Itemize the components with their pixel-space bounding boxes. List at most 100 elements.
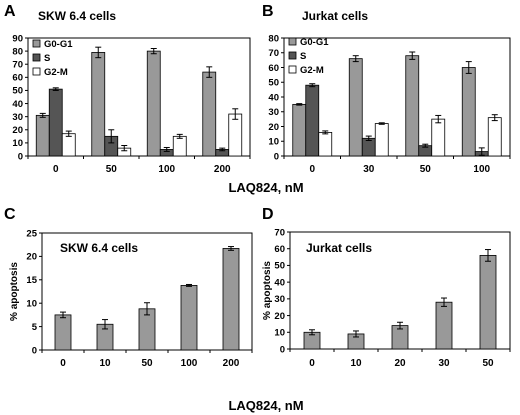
chart-panel-c: C 0 5 10 15 20 25 0 10 50 100 200 SKW 6.4 cells % apo… <box>4 206 253 369</box>
x-tick-label: 100 <box>181 358 198 369</box>
bar-g2-m <box>487 117 502 157</box>
chart-title: Jurkat cells <box>302 9 368 23</box>
y-tick-label: 40 <box>274 277 285 288</box>
bar-g0-g1 <box>405 55 420 157</box>
y-tick-label: 30 <box>268 107 279 118</box>
x-tick-label: 30 <box>438 358 450 369</box>
y-tick-label: 10 <box>12 138 23 149</box>
shared-xlabel-top: LAQ824, nM <box>228 180 303 195</box>
bar-s <box>48 88 63 157</box>
x-tick-label: 200 <box>223 358 240 369</box>
chart-title: SKW 6.4 cells <box>60 241 138 255</box>
y-tick-label: 25 <box>26 228 37 239</box>
y-tick-label: 70 <box>274 227 285 238</box>
x-tick-label: 50 <box>482 358 494 369</box>
bar <box>180 285 198 351</box>
legend-swatch <box>288 51 297 60</box>
legend: G0-G1 S G2-M <box>32 39 73 78</box>
bar-g0-g1 <box>91 52 106 157</box>
x-tick-label: 100 <box>158 164 175 175</box>
shared-xlabel-bottom: LAQ824, nM <box>228 398 303 413</box>
y-tick-label: 0 <box>32 345 37 356</box>
y-tick-label: 30 <box>12 112 23 123</box>
bar-g2-m <box>172 135 187 157</box>
x-tick-label: 50 <box>420 164 432 175</box>
y-tick-label: 20 <box>12 125 23 136</box>
y-tick-label: 30 <box>274 294 285 305</box>
y-tick-label: 40 <box>268 92 279 103</box>
y-tick-label: 5 <box>32 322 38 333</box>
y-tick-label: 20 <box>268 122 279 133</box>
chart-panel-b: B 0 10 20 30 40 50 60 70 80 0 30 50 100 Jurkat cells G0… <box>262 3 511 175</box>
panel-label: B <box>262 3 274 20</box>
legend-entry: S <box>300 51 306 62</box>
bar-g2-m <box>228 113 243 157</box>
y-tick-label: 10 <box>268 137 279 148</box>
bar-g0-g1 <box>292 103 307 157</box>
bar-g0-g1 <box>35 114 50 157</box>
bar-s <box>305 84 320 157</box>
y-tick-label: 0 <box>274 151 279 162</box>
x-tick-label: 200 <box>214 164 231 175</box>
panel-label: A <box>4 3 16 20</box>
y-tick-label: 20 <box>26 252 37 263</box>
legend: G0-G1 S G2-M <box>288 37 329 76</box>
legend-swatch <box>32 39 41 48</box>
y-tick-label: 60 <box>12 73 23 84</box>
legend-entry: G0-G1 <box>44 39 73 50</box>
x-tick-label: 0 <box>60 358 66 369</box>
x-tick-label: 0 <box>309 358 315 369</box>
y-tick-label: 50 <box>268 78 279 89</box>
x-tick-label: 100 <box>473 164 490 175</box>
legend-swatch <box>288 37 297 46</box>
bar-g0-g1 <box>202 71 217 157</box>
x-tick-label: 30 <box>363 164 375 175</box>
y-axis-label: % apoptosis <box>9 262 20 321</box>
x-tick-label: 10 <box>99 358 111 369</box>
y-tick-label: 50 <box>12 86 23 97</box>
y-tick-label: 10 <box>26 299 37 310</box>
panel-label: C <box>4 206 16 223</box>
legend-swatch <box>288 65 297 74</box>
legend-entry: S <box>44 53 50 64</box>
y-tick-label: 70 <box>12 60 23 71</box>
bar-g0-g1 <box>461 67 476 157</box>
bar <box>54 314 72 351</box>
y-tick-label: 50 <box>274 261 285 272</box>
chart-panel-d: D 0 10 20 30 40 50 60 70 0 10 20 30 50 Jurkat cells % a… <box>262 206 511 369</box>
chart-title: Jurkat cells <box>306 241 372 255</box>
y-tick-label: 60 <box>268 63 279 74</box>
bar <box>222 248 240 351</box>
y-tick-label: 80 <box>268 33 279 44</box>
x-tick-label: 0 <box>53 164 59 175</box>
y-tick-label: 90 <box>12 33 23 44</box>
legend-entry: G2-M <box>300 65 324 76</box>
bar-g2-m <box>431 118 446 157</box>
chart-title: SKW 6.4 cells <box>38 9 116 23</box>
x-tick-label: 0 <box>309 164 315 175</box>
y-tick-label: 0 <box>280 344 285 355</box>
bar-g2-m <box>374 123 389 157</box>
legend-swatch <box>32 53 41 62</box>
y-tick-label: 20 <box>274 311 285 322</box>
bar-g0-g1 <box>348 58 363 157</box>
bar <box>479 254 497 350</box>
y-tick-label: 80 <box>12 46 23 57</box>
x-tick-label: 50 <box>141 358 153 369</box>
x-tick-label: 20 <box>394 358 406 369</box>
legend-swatch <box>32 67 41 76</box>
y-tick-label: 40 <box>12 99 23 110</box>
bar <box>435 301 453 350</box>
y-tick-label: 70 <box>268 48 279 59</box>
bar-g0-g1 <box>146 50 161 157</box>
bar-g2-m <box>61 133 76 157</box>
y-tick-label: 15 <box>26 275 37 286</box>
bar-g2-m <box>318 131 333 157</box>
legend-entry: G0-G1 <box>300 37 329 48</box>
y-tick-label: 0 <box>18 151 23 162</box>
legend-entry: G2-M <box>44 67 68 78</box>
x-tick-label: 50 <box>106 164 118 175</box>
y-axis-label: % apoptosis <box>262 261 273 320</box>
y-tick-label: 10 <box>274 328 285 339</box>
